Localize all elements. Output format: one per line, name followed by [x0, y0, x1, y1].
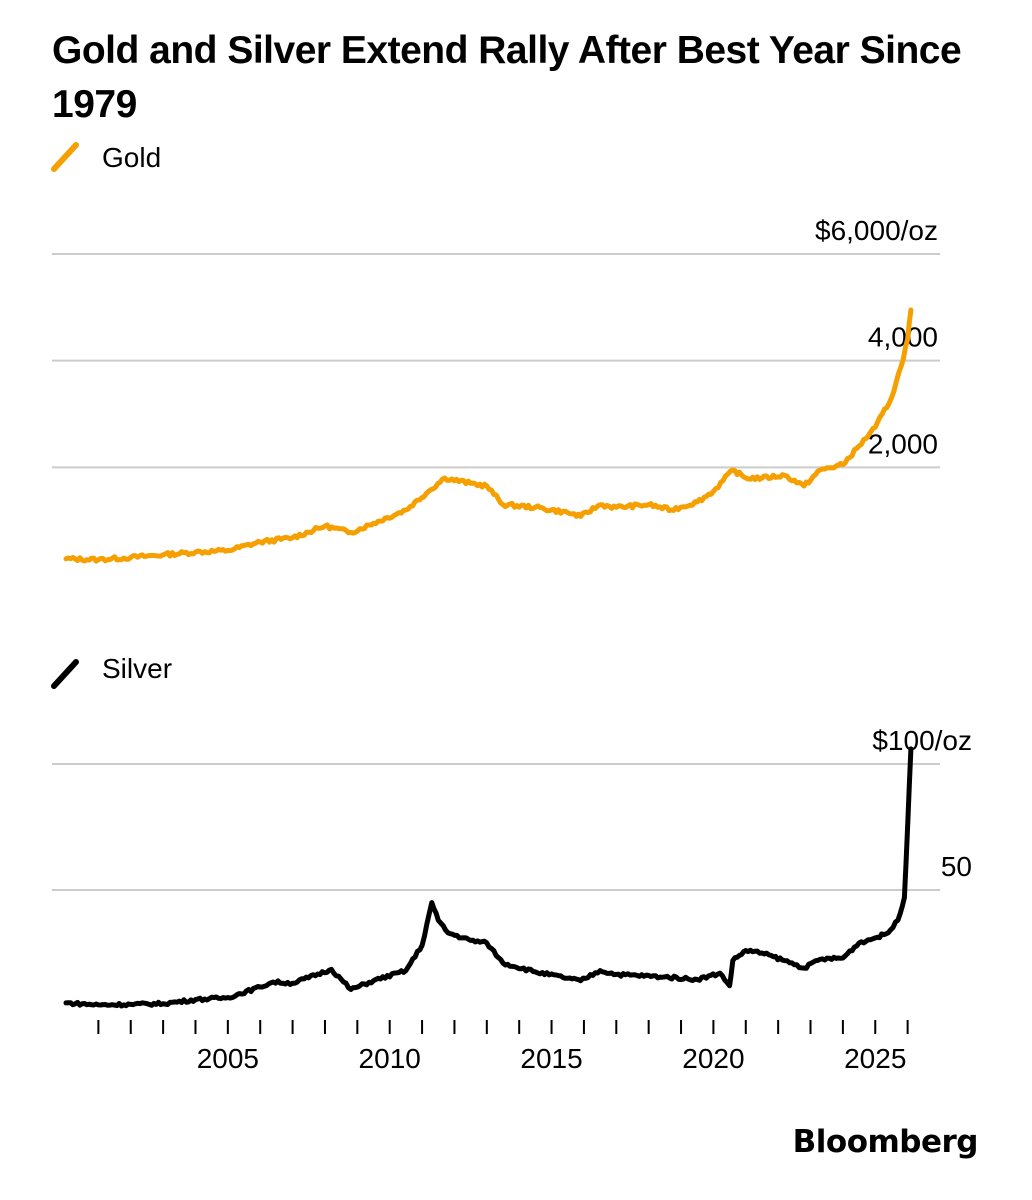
x-axis-label: 2010: [359, 1043, 421, 1074]
x-axis-label: 2005: [197, 1043, 259, 1074]
x-axis: 2005 2010 2015 2020 2025: [97, 1020, 909, 1074]
silver-legend-label: Silver: [102, 653, 172, 684]
chart-title: Gold and Silver Extend Rally After Best …: [52, 29, 962, 126]
silver-panel: Silver $100/oz 50: [51, 653, 972, 1009]
x-axis-label: 2020: [682, 1043, 744, 1074]
silver-ytick-label: $100/oz: [872, 725, 972, 756]
x-axis-label: 2015: [520, 1043, 582, 1074]
gold-legend-label: Gold: [102, 142, 161, 173]
source-logo: Bloomberg: [792, 1124, 979, 1160]
gold-series-line: [63, 307, 914, 564]
gold-legend-swatch: [51, 142, 79, 172]
silver-series-line: [63, 746, 914, 1009]
silver-ytick-label: 50: [941, 851, 972, 882]
gold-ytick-label: $6,000/oz: [815, 215, 938, 246]
silver-legend-swatch: [51, 659, 79, 689]
x-axis-label: 2025: [844, 1043, 906, 1074]
gold-ytick-label: 2,000: [868, 428, 938, 459]
silver-gridlines: $100/oz 50: [52, 725, 972, 891]
